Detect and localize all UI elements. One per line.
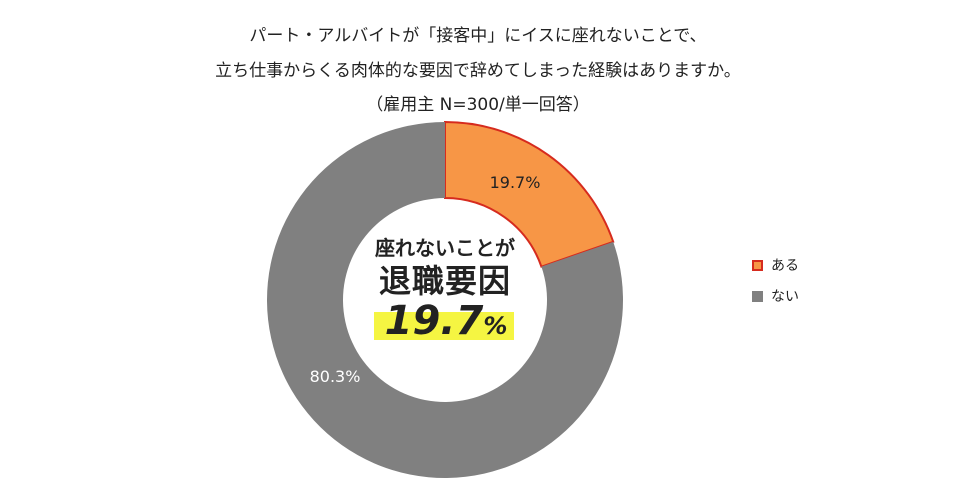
data-label-aru: 19.7% xyxy=(490,173,541,192)
legend-item-nai: ない xyxy=(752,285,799,307)
legend-label-aru: ある xyxy=(771,258,799,274)
legend-swatch-aru xyxy=(752,259,763,271)
center-caption: 座れないことが xyxy=(375,236,515,260)
slice-aru xyxy=(444,120,615,268)
chart-title-line1: パート・アルバイトが「接客中」にイスに座れないことで、 xyxy=(249,26,707,46)
legend: ある ない xyxy=(752,254,799,316)
legend-item-aru: ある xyxy=(752,254,799,276)
chart-subtitle: （雇用主 N=300/単一回答） xyxy=(366,95,590,115)
center-value: 19.7 xyxy=(384,298,484,344)
legend-swatch-nai xyxy=(752,290,763,302)
legend-label-nai: ない xyxy=(771,289,799,305)
chart-title-line2: 立ち仕事からくる肉体的な要因で辞めてしまった経験はありますか。 xyxy=(215,61,741,81)
center-headline: 退職要因 xyxy=(378,262,511,300)
center-highlight-value: 19.7% xyxy=(366,300,526,342)
slice-nai xyxy=(267,122,623,478)
yellow-highlight xyxy=(374,312,514,340)
center-unit: % xyxy=(483,312,508,340)
data-label-nai: 80.3% xyxy=(310,367,361,386)
